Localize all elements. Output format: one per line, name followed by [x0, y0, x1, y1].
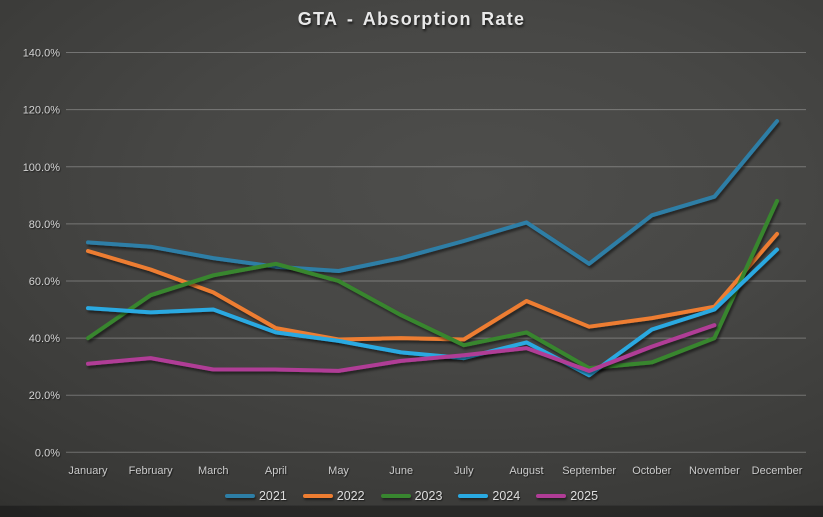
x-axis-label: October: [632, 465, 671, 477]
x-axis-label: February: [129, 465, 174, 477]
series-line-2022[interactable]: [86, 231, 779, 342]
y-axis-label: 100.0%: [23, 162, 61, 174]
legend-item-2021[interactable]: 2021: [224, 489, 287, 503]
x-axis-label: March: [198, 465, 229, 477]
series-line-2023[interactable]: [86, 199, 779, 371]
legend-item-2025[interactable]: 2025: [536, 489, 598, 503]
x-axis-label: September: [562, 465, 616, 477]
series-line-2025[interactable]: [86, 323, 717, 373]
legend-swatch-2023: [380, 494, 411, 498]
legend-label: 2024: [492, 489, 521, 503]
legend-label: 2022: [336, 489, 365, 503]
y-axis-label: 40.0%: [29, 333, 60, 345]
legend-swatch-2022: [302, 494, 333, 498]
y-axis-label: 80.0%: [29, 219, 60, 231]
legend-swatch-2024: [458, 494, 489, 498]
x-axis-label: June: [389, 465, 413, 477]
legend-swatch-2021: [224, 494, 255, 498]
legend-swatch-2025: [536, 494, 567, 498]
y-axis-label: 120.0%: [23, 105, 61, 117]
series-lines: [86, 119, 779, 378]
series-line-2021[interactable]: [86, 119, 779, 273]
y-axis-label: 20.0%: [29, 390, 60, 402]
legend-label: 2021: [258, 489, 287, 503]
x-axis-label: May: [328, 465, 349, 477]
x-axis-label: November: [689, 465, 740, 477]
x-axis-label: July: [454, 465, 474, 477]
y-axis-label: 60.0%: [29, 276, 60, 288]
x-axis-label: January: [68, 465, 108, 477]
legend-item-2023[interactable]: 2023: [380, 489, 443, 503]
y-axis-label: 0.0%: [35, 447, 60, 459]
legend-label: 2025: [570, 489, 599, 503]
chart-legend: 2021 2022 2023 2024 2025: [0, 487, 823, 505]
x-axis-label: April: [265, 465, 287, 477]
legend-label: 2023: [414, 489, 443, 503]
x-axis-label: August: [509, 465, 543, 477]
legend-item-2024[interactable]: 2024: [458, 489, 520, 503]
x-axis-label: December: [752, 465, 803, 477]
series-line-2024[interactable]: [86, 247, 779, 378]
legend-item-2022[interactable]: 2022: [302, 489, 365, 503]
x-axis-labels: January February March April May June July Augu…: [68, 465, 802, 477]
y-axis-label: 140.0%: [23, 48, 61, 60]
chart-title: GTA - Absorption Rate: [297, 9, 526, 29]
y-axis-labels: 0.0% 20.0% 40.0% 60.0% 80.0% 100.0% 120.0% 140.…: [23, 48, 61, 460]
